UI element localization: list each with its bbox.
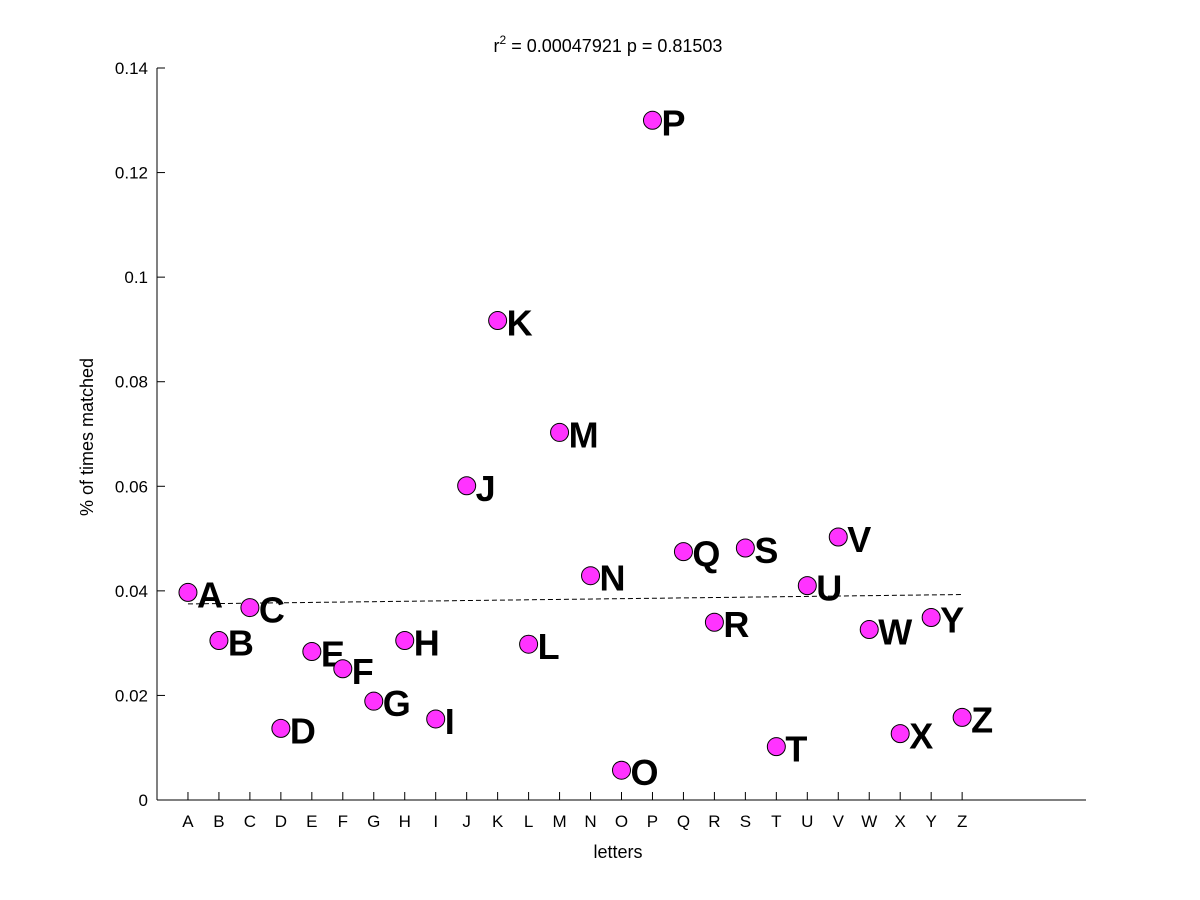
y-tick-label: 0.14	[115, 59, 148, 78]
chart-title: r2 = 0.00047921 p = 0.81503	[494, 33, 723, 56]
x-tick-label: Q	[677, 812, 690, 831]
data-point	[797, 576, 817, 596]
point-label: N	[600, 558, 626, 599]
data-point	[859, 620, 879, 640]
x-tick-label: U	[801, 812, 813, 831]
data-point	[271, 718, 291, 738]
point-label: U	[816, 568, 842, 609]
x-tick-label: L	[524, 812, 533, 831]
data-point	[766, 737, 786, 757]
x-tick-label: O	[615, 812, 628, 831]
chart-title-prefix: r	[494, 36, 500, 56]
point-label: Q	[692, 534, 720, 575]
point-label: B	[228, 623, 254, 664]
x-tick-label: T	[771, 812, 781, 831]
x-tick-label: N	[584, 812, 596, 831]
data-point	[209, 631, 229, 651]
point-label: H	[414, 623, 440, 664]
data-point	[426, 709, 446, 729]
point-label: J	[476, 468, 496, 509]
data-point	[612, 760, 631, 780]
point-label: P	[661, 102, 685, 143]
point-label: Y	[940, 600, 964, 641]
point-label: A	[197, 574, 223, 615]
data-point	[890, 724, 910, 744]
x-tick-label: P	[647, 812, 658, 831]
x-tick-label: M	[552, 812, 566, 831]
point-label: V	[847, 519, 871, 560]
data-point	[240, 598, 260, 618]
x-tick-label: K	[492, 812, 504, 831]
point-label: S	[754, 530, 778, 571]
data-point	[735, 538, 755, 558]
y-tick-label: 0.12	[115, 164, 148, 183]
data-point	[457, 476, 477, 496]
data-point	[395, 631, 415, 651]
data-point	[673, 542, 693, 562]
point-label: F	[352, 651, 374, 692]
x-tick-label: H	[399, 812, 411, 831]
x-tick-label: R	[708, 812, 720, 831]
data-point	[921, 608, 941, 628]
x-tick-label: B	[213, 812, 224, 831]
point-label: T	[785, 729, 807, 770]
data-point	[519, 634, 539, 654]
x-tick-label: X	[895, 812, 906, 831]
data-point	[642, 110, 662, 130]
point-label: O	[631, 752, 659, 793]
trend-line-group	[187, 594, 963, 605]
data-point	[178, 582, 198, 602]
point-label: G	[383, 683, 411, 724]
x-tick-label: E	[306, 812, 317, 831]
y-tick-label: 0.04	[115, 582, 148, 601]
point-label: X	[909, 716, 933, 757]
chart-title-rest: = 0.00047921 p = 0.81503	[506, 36, 722, 56]
y-tick-label: 0.08	[115, 373, 148, 392]
point-label: R	[723, 604, 749, 645]
point-label: K	[507, 303, 533, 344]
point-label: L	[538, 626, 560, 667]
data-point	[581, 566, 601, 586]
x-tick-label: Z	[957, 812, 967, 831]
x-axis-label: letters	[593, 842, 642, 862]
data-point	[952, 707, 972, 727]
y-tick-label: 0.06	[115, 477, 148, 496]
y-tick-label: 0.02	[115, 686, 148, 705]
y-tick-label: 0.1	[124, 268, 148, 287]
data-point	[302, 642, 322, 662]
x-tick-label: A	[182, 812, 194, 831]
point-label: I	[445, 701, 455, 742]
x-tick-label: Y	[925, 812, 936, 831]
point-label: M	[569, 414, 599, 455]
point-label: W	[878, 612, 912, 653]
data-point	[364, 691, 384, 711]
x-tick-label: I	[433, 812, 438, 831]
x-tick-label: V	[833, 812, 845, 831]
point-label: D	[290, 710, 316, 751]
y-tick-label: 0	[139, 791, 148, 810]
x-tick-label: W	[861, 812, 877, 831]
data-point	[828, 527, 848, 547]
x-tick-label: G	[367, 812, 380, 831]
data-point	[704, 612, 724, 632]
data-point	[488, 311, 508, 331]
data-point	[550, 422, 570, 442]
x-tick-label: C	[244, 812, 256, 831]
point-label: C	[259, 590, 285, 631]
x-tick-label: F	[338, 812, 348, 831]
axes: 00.020.040.060.080.10.120.14A B C D E F G H I J K L…	[115, 59, 1086, 831]
data-point	[333, 659, 353, 679]
fit-line	[187, 594, 963, 605]
x-tick-label: J	[462, 812, 471, 831]
chart-title-superscript: 2	[500, 33, 507, 47]
x-tick-label: D	[275, 812, 287, 831]
point-label: Z	[971, 699, 993, 740]
y-axis-label: % of times matched	[77, 358, 97, 516]
x-tick-label: S	[740, 812, 751, 831]
